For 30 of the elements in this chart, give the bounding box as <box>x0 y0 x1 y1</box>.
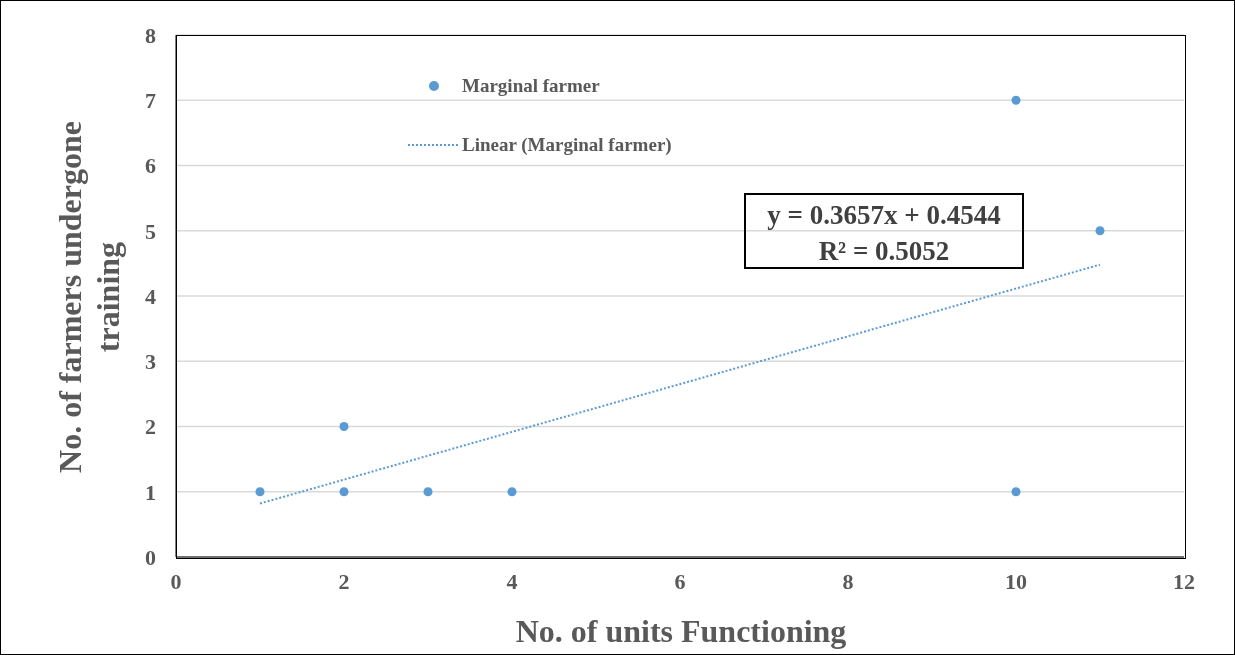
annotation: y = 0.3657x + 0.4544 <box>766 199 1002 232</box>
point <box>1011 95 1021 105</box>
y-tick-label: 6 <box>145 153 156 179</box>
point <box>339 421 349 432</box>
x-tick-label: 12 <box>1173 568 1195 594</box>
point <box>423 487 433 497</box>
point <box>255 487 265 497</box>
legend-label: Marginal farmer <box>462 75 600 97</box>
y-tick-label: 1 <box>145 479 156 505</box>
legend-label: Linear (Marginal farmer) <box>462 134 672 156</box>
point <box>1011 487 1021 497</box>
y-tick-label: 8 <box>145 22 156 48</box>
point <box>339 487 349 497</box>
point <box>1095 226 1105 236</box>
annotation: R² = 0.5052 <box>817 235 951 268</box>
y-tick-label: 5 <box>145 218 156 244</box>
point <box>507 487 517 497</box>
y-tick-label: 3 <box>145 349 156 375</box>
x-tick-label: 10 <box>1005 568 1027 594</box>
y-tick-label: 4 <box>145 283 156 309</box>
x-tick-label: 0 <box>170 568 182 594</box>
y-tick-label: 7 <box>145 88 156 114</box>
x-tick-label: 8 <box>842 568 854 594</box>
x-tick-label: 6 <box>674 568 686 594</box>
y-tick-label: 0 <box>145 544 156 570</box>
y-tick-label: 2 <box>145 414 156 440</box>
x-tick-label: 4 <box>506 568 518 594</box>
x-axis-title: No. of units Functioning <box>514 613 848 650</box>
x-tick-label: 2 <box>338 568 350 594</box>
y-axis-title: No. of farmers undergone training <box>51 120 127 475</box>
